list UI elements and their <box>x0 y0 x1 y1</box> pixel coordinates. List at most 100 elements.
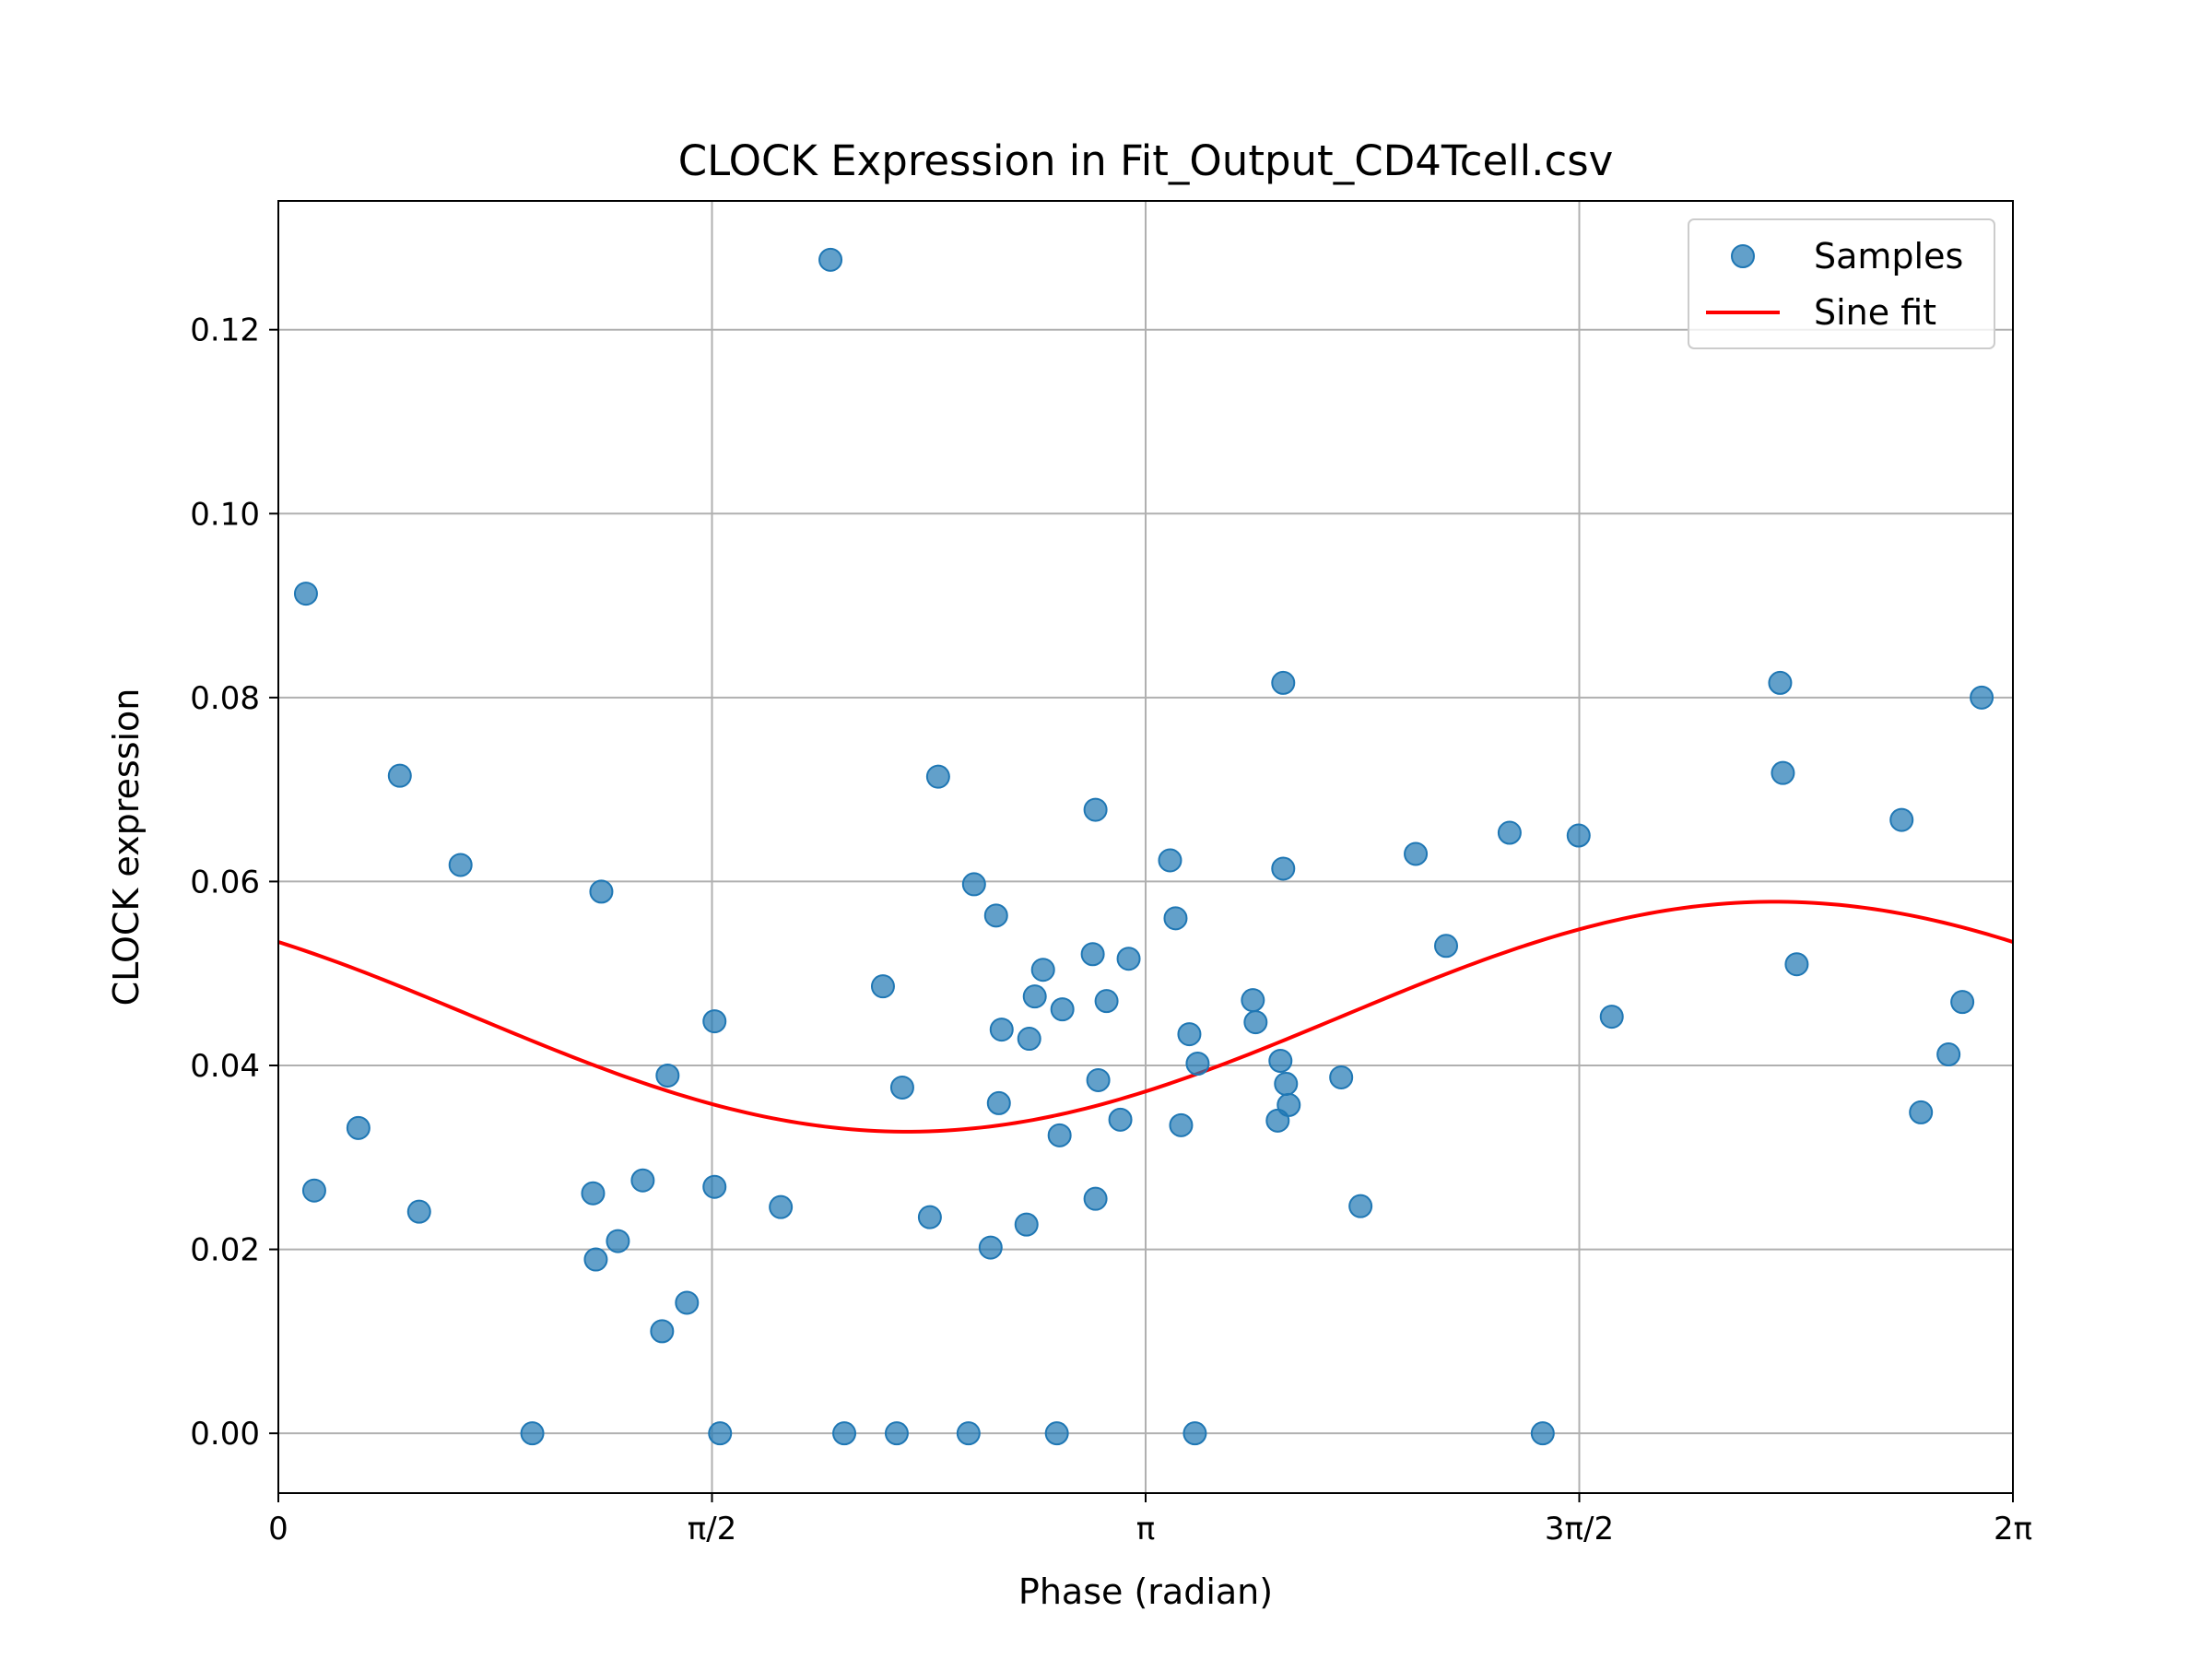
sample-point <box>1243 1010 1268 1035</box>
sample-point <box>769 1194 794 1219</box>
sample-point <box>301 1178 326 1203</box>
sample-point <box>1348 1194 1373 1218</box>
x-tick-label: 0 <box>268 1511 288 1547</box>
sample-point <box>1030 958 1055 982</box>
sample-point <box>1434 934 1459 959</box>
x-tick-label: 2π <box>1994 1511 2032 1547</box>
sample-point <box>1970 685 1994 710</box>
y-axis-label: CLOCK expression <box>106 688 147 1006</box>
sample-point <box>1116 947 1141 971</box>
sample-point <box>1022 984 1047 1009</box>
sample-point <box>1158 848 1182 873</box>
y-tick-label: 0.10 <box>190 496 260 533</box>
y-tick-label: 0.12 <box>190 312 260 349</box>
sample-point <box>1241 988 1265 1013</box>
x-tick-label: 3π/2 <box>1545 1511 1614 1547</box>
axis-ticks: 0 π/2 π 3π/2 2π 0.00 0.02 0.04 0.06 0.08 0.10 0.12 <box>190 312 2032 1547</box>
sample-point <box>1950 990 1975 1015</box>
legend: Samples Sine fit <box>1688 218 1995 349</box>
y-tick-label: 0.06 <box>190 864 260 900</box>
sample-point <box>581 1181 606 1206</box>
sample-point <box>1936 1042 1961 1067</box>
sample-point <box>1784 952 1809 977</box>
sample-point <box>986 1090 1011 1115</box>
sine-fit-line <box>277 900 2014 1134</box>
sample-point <box>956 1421 981 1446</box>
sample-point <box>520 1421 545 1446</box>
sample-point <box>1599 1005 1624 1030</box>
sample-point <box>1771 760 1795 785</box>
sample-point <box>1277 1092 1301 1117</box>
sample-point <box>1497 820 1522 845</box>
sample-point <box>1271 670 1296 695</box>
sample-point <box>589 879 614 904</box>
sample-point <box>1014 1212 1039 1237</box>
sample-point <box>1169 1112 1194 1137</box>
sample-point <box>346 1115 371 1140</box>
sample-point <box>583 1247 608 1272</box>
sample-point <box>1185 1051 1210 1076</box>
sample-point <box>1889 807 1914 832</box>
sample-point <box>1094 989 1119 1014</box>
sample-point <box>870 974 895 999</box>
x-axis-label: Phase (radian) <box>1018 1571 1273 1612</box>
sample-point <box>1177 1022 1202 1047</box>
sample-point <box>1047 1123 1072 1147</box>
scatter-points <box>293 247 1994 1446</box>
x-tick-label: π/2 <box>688 1511 737 1547</box>
sample-point <box>655 1063 680 1088</box>
sample-point <box>650 1319 675 1344</box>
legend-samples-label: Samples <box>1814 236 1963 276</box>
sample-point <box>1274 1071 1299 1096</box>
sample-point <box>702 1009 727 1034</box>
sample-point <box>606 1229 630 1253</box>
x-tick-label: π <box>1136 1511 1155 1547</box>
sample-point <box>702 1174 727 1199</box>
sample-point <box>1566 823 1591 848</box>
sample-point <box>983 903 1008 928</box>
sample-point <box>1017 1027 1041 1052</box>
sample-point <box>1182 1421 1207 1446</box>
sample-point <box>675 1290 700 1315</box>
sample-point <box>406 1199 431 1224</box>
sample-point <box>818 247 843 272</box>
sample-point <box>1080 942 1105 967</box>
sample-point <box>1086 1067 1111 1092</box>
sample-point <box>925 764 950 789</box>
sample-point <box>889 1075 914 1100</box>
sample-point <box>884 1421 909 1446</box>
y-tick-label: 0.00 <box>190 1416 260 1453</box>
sine-fit-layer <box>277 900 2014 1134</box>
sample-point <box>978 1235 1003 1260</box>
sample-point <box>1404 841 1429 866</box>
sample-point <box>1268 1049 1293 1074</box>
sample-point <box>1329 1065 1354 1089</box>
legend-frame <box>1688 218 1995 349</box>
chart-title: CLOCK Expression in Fit_Output_CD4Tcell.… <box>678 136 1614 185</box>
sample-point <box>989 1018 1014 1042</box>
sample-point <box>708 1421 733 1446</box>
y-tick-label: 0.02 <box>190 1232 260 1269</box>
sample-point <box>961 872 986 897</box>
sample-point <box>1108 1107 1133 1132</box>
sample-point <box>1271 856 1296 881</box>
sample-point <box>1909 1100 1934 1124</box>
sample-point <box>1083 797 1108 822</box>
sample-point <box>917 1205 942 1230</box>
sample-point <box>832 1421 857 1446</box>
sample-point <box>293 582 318 606</box>
sample-point <box>1083 1186 1108 1211</box>
sample-point <box>448 853 473 877</box>
sample-point <box>1050 997 1075 1022</box>
legend-sine-fit-label: Sine fit <box>1814 292 1936 333</box>
sample-point <box>1530 1421 1555 1446</box>
sample-point <box>387 763 412 788</box>
legend-samples-marker <box>1731 244 1755 268</box>
y-tick-label: 0.08 <box>190 680 260 717</box>
sample-point <box>1768 670 1793 695</box>
sample-point <box>1163 906 1188 931</box>
y-tick-label: 0.04 <box>190 1048 260 1085</box>
sample-point <box>1044 1421 1069 1446</box>
sample-point <box>630 1168 655 1193</box>
